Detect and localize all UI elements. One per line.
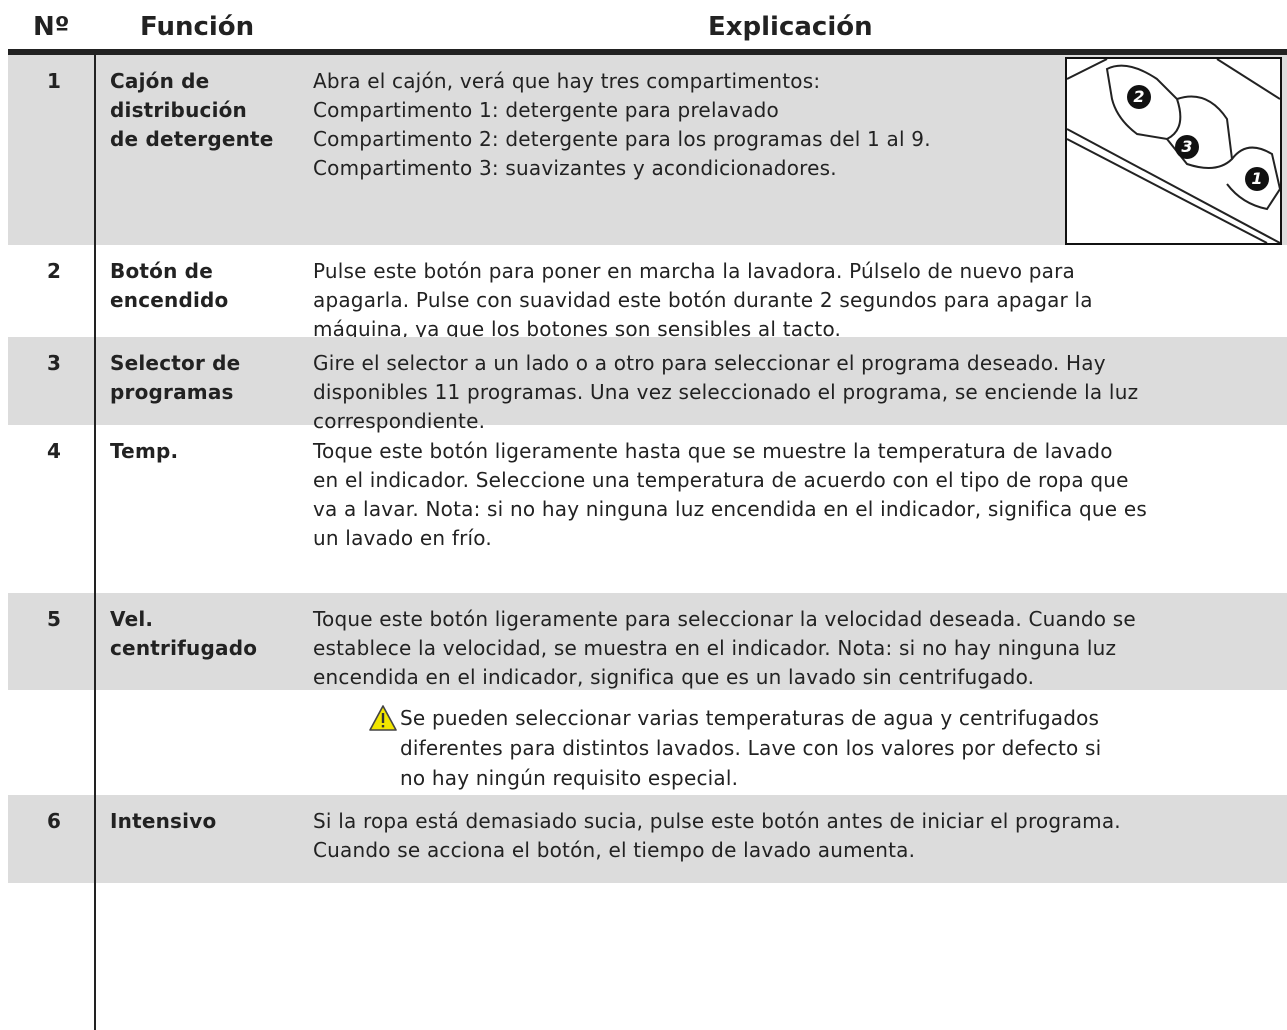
row-number: 2 bbox=[47, 259, 62, 283]
explanation-line: Gire el selector a un lado o a otro para… bbox=[313, 351, 1106, 375]
drawer-figure bbox=[1065, 57, 1282, 245]
function-line: Intensivo bbox=[110, 809, 217, 833]
explanation-line: Cuando se acciona el botón, el tiempo de… bbox=[313, 838, 916, 862]
explanation-line: Abra el cajón, verá que hay tres compart… bbox=[313, 69, 821, 93]
explanation-line: Toque este botón ligeramente para selecc… bbox=[313, 607, 1136, 631]
row-number: 3 bbox=[47, 351, 62, 375]
explanation-line: establece la velocidad, se muestra en el… bbox=[313, 636, 1117, 660]
warning-icon bbox=[368, 704, 398, 732]
explanation-line: Toque este botón ligeramente hasta que s… bbox=[313, 439, 1113, 463]
header-function: Función bbox=[140, 12, 255, 42]
header-number: Nº bbox=[33, 12, 70, 42]
explanation-line: disponibles 11 programas. Una vez selecc… bbox=[313, 380, 1139, 404]
header-explanation: Explicación bbox=[708, 12, 873, 42]
function-line: encendido bbox=[110, 288, 229, 312]
explanation-line: Compartimento 2: detergente para los pro… bbox=[313, 127, 931, 151]
explanation-line: Compartimento 3: suavizantes y acondicio… bbox=[313, 156, 837, 180]
function-line: Botón de bbox=[110, 259, 213, 283]
function-line: Selector de bbox=[110, 351, 241, 375]
row-number: 1 bbox=[47, 69, 62, 93]
explanation-line: Si la ropa está demasiado sucia, pulse e… bbox=[313, 809, 1121, 833]
function-line: programas bbox=[110, 380, 234, 404]
explanation-line: correspondiente. bbox=[313, 409, 486, 433]
explanation-line: va a lavar. Nota: si no hay ninguna luz … bbox=[313, 497, 1147, 521]
note-line: diferentes para distintos lavados. Lave … bbox=[400, 736, 1102, 760]
function-line: Cajón de bbox=[110, 69, 210, 93]
note-line: no hay ningún requisito especial. bbox=[400, 766, 739, 790]
explanation-line: Pulse este botón para poner en marcha la… bbox=[313, 259, 1076, 283]
drawer-drawing bbox=[1067, 59, 1280, 243]
figure-label: 1 bbox=[1245, 167, 1269, 191]
table-row bbox=[8, 795, 1287, 883]
row-number: 5 bbox=[47, 607, 62, 631]
header-rule bbox=[8, 49, 1287, 55]
function-line: Temp. bbox=[110, 439, 179, 463]
explanation-line: encendida en el indicador, significa que… bbox=[313, 665, 1035, 689]
explanation-line: en el indicador. Seleccione una temperat… bbox=[313, 468, 1129, 492]
function-line: de detergente bbox=[110, 127, 274, 151]
explanation-line: un lavado en frío. bbox=[313, 526, 492, 550]
table-row bbox=[8, 593, 1287, 690]
explanation-line: apagarla. Pulse con suavidad este botón … bbox=[313, 288, 1093, 312]
column-rule bbox=[94, 55, 96, 1030]
note-line: Se pueden seleccionar varias temperatura… bbox=[400, 706, 1100, 730]
figure-label: 2 bbox=[1127, 85, 1151, 109]
function-line: distribución bbox=[110, 98, 247, 122]
function-line: centrifugado bbox=[110, 636, 258, 660]
table-row bbox=[8, 337, 1287, 425]
figure-label: 3 bbox=[1175, 135, 1199, 159]
function-line: Vel. bbox=[110, 607, 154, 631]
explanation-line: Compartimento 1: detergente para prelava… bbox=[313, 98, 779, 122]
row-number: 4 bbox=[47, 439, 62, 463]
row-number: 6 bbox=[47, 809, 62, 833]
